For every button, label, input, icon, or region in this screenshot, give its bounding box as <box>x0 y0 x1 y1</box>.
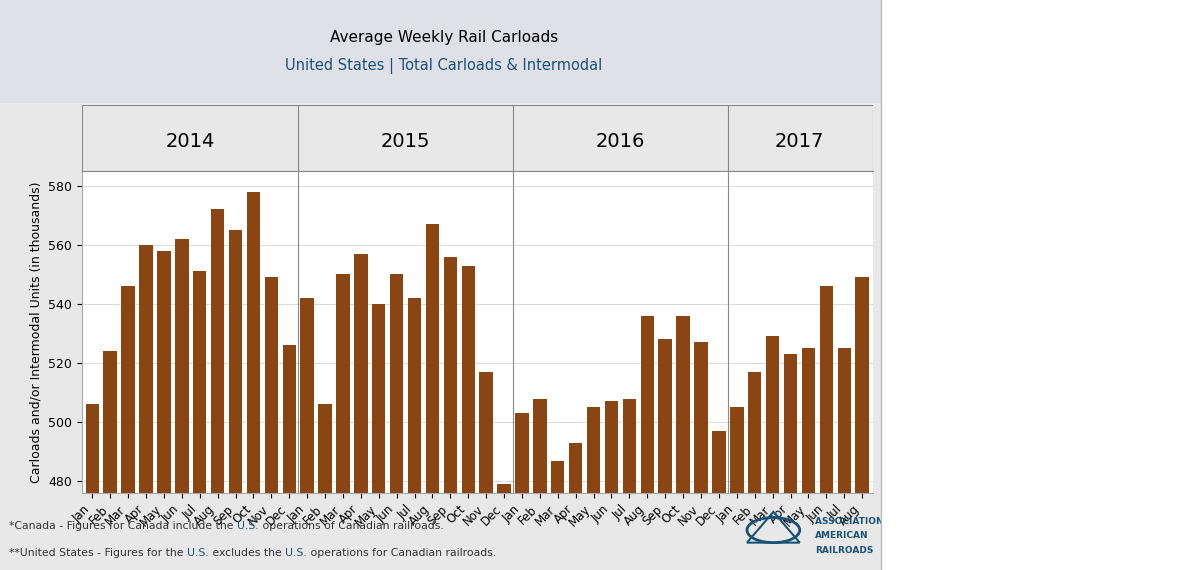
Text: Average Weekly Rail Carloads: Average Weekly Rail Carloads <box>330 30 558 44</box>
Text: Canada: Canada <box>945 54 993 66</box>
Text: Farm and Food Products: Farm and Food Products <box>945 202 1086 214</box>
Bar <box>570 443 583 570</box>
Bar <box>640 316 653 570</box>
Bar <box>516 413 529 570</box>
Bar <box>247 192 260 570</box>
Bar <box>157 251 170 570</box>
Text: Total Carloads: Total Carloads <box>945 393 1029 406</box>
Bar <box>802 348 815 570</box>
Text: U.S.: U.S. <box>237 520 259 531</box>
Bar <box>658 339 671 570</box>
Bar <box>552 461 565 570</box>
Bar <box>694 343 707 570</box>
Bar <box>622 398 637 570</box>
Bar <box>498 484 511 570</box>
Bar <box>372 304 385 570</box>
Text: AMERICAN: AMERICAN <box>815 531 869 540</box>
Text: 2017: 2017 <box>775 132 824 151</box>
Text: Total Intermodal Units: Total Intermodal Units <box>945 441 1074 454</box>
Bar <box>730 408 743 570</box>
Text: 2015: 2015 <box>381 132 430 151</box>
Bar <box>318 404 332 570</box>
Text: Forest Products: Forest Products <box>945 226 1036 238</box>
Bar <box>336 274 350 570</box>
Text: Commodities: Commodities <box>906 129 998 142</box>
Text: U.S.: U.S. <box>285 548 307 558</box>
Bar <box>193 271 206 570</box>
Text: operations of Canadian railroads.: operations of Canadian railroads. <box>259 520 444 531</box>
Bar <box>139 245 152 570</box>
Bar <box>820 286 833 570</box>
Text: Coal: Coal <box>945 178 971 190</box>
Bar <box>175 239 188 570</box>
Text: Motor Vehicles and Parts: Motor Vehicles and Parts <box>945 298 1090 310</box>
Text: Total Carloads & Intermodal: Total Carloads & Intermodal <box>945 417 1109 430</box>
Bar <box>85 404 100 570</box>
Bar <box>462 266 475 570</box>
Text: excludes the: excludes the <box>209 548 285 558</box>
Text: Nonmetallic Minerals and Products: Nonmetallic Minerals and Products <box>945 321 1150 334</box>
Text: **United States - Figures for the: **United States - Figures for the <box>8 548 187 558</box>
Bar <box>283 345 296 570</box>
Bar <box>676 316 689 570</box>
Text: United States: United States <box>945 81 1030 93</box>
Text: *Canada - Figures for Canada include the: *Canada - Figures for Canada include the <box>8 520 237 531</box>
Text: Petroleum and Petroleum Products: Petroleum and Petroleum Products <box>945 369 1150 382</box>
Y-axis label: Carloads and/or Intermodal Units (in thousands): Carloads and/or Intermodal Units (in tho… <box>29 181 42 483</box>
Bar <box>712 431 725 570</box>
Text: 2014: 2014 <box>165 132 216 151</box>
Bar <box>121 286 134 570</box>
Bar <box>103 351 116 570</box>
Bar <box>229 230 242 570</box>
Bar <box>354 254 368 570</box>
Text: Metallic Ores and Metals: Metallic Ores and Metals <box>945 274 1090 286</box>
Bar <box>265 278 278 570</box>
Text: U.S.: U.S. <box>187 548 209 558</box>
Text: Other: Other <box>945 345 978 358</box>
Text: Chemicals: Chemicals <box>945 154 1006 166</box>
Text: Country: Country <box>906 26 962 39</box>
Bar <box>748 372 761 570</box>
Bar <box>211 209 224 570</box>
Text: RAILROADS: RAILROADS <box>815 545 874 555</box>
Bar <box>534 398 547 570</box>
Text: Grain: Grain <box>945 250 977 262</box>
Bar <box>604 401 619 570</box>
Text: ASSOCIATION OF: ASSOCIATION OF <box>815 517 900 526</box>
Text: operations for Canadian railroads.: operations for Canadian railroads. <box>307 548 496 558</box>
Bar <box>408 298 421 570</box>
Bar <box>301 298 314 570</box>
Text: 2016: 2016 <box>596 132 645 151</box>
Bar <box>838 348 851 570</box>
Bar <box>855 278 869 570</box>
Bar <box>586 408 601 570</box>
Bar <box>784 354 797 570</box>
Bar <box>390 274 403 570</box>
Text: United States | Total Carloads & Intermodal: United States | Total Carloads & Intermo… <box>285 58 602 74</box>
Bar <box>426 224 439 570</box>
Bar <box>766 336 779 570</box>
Bar <box>444 256 457 570</box>
Bar <box>480 372 493 570</box>
